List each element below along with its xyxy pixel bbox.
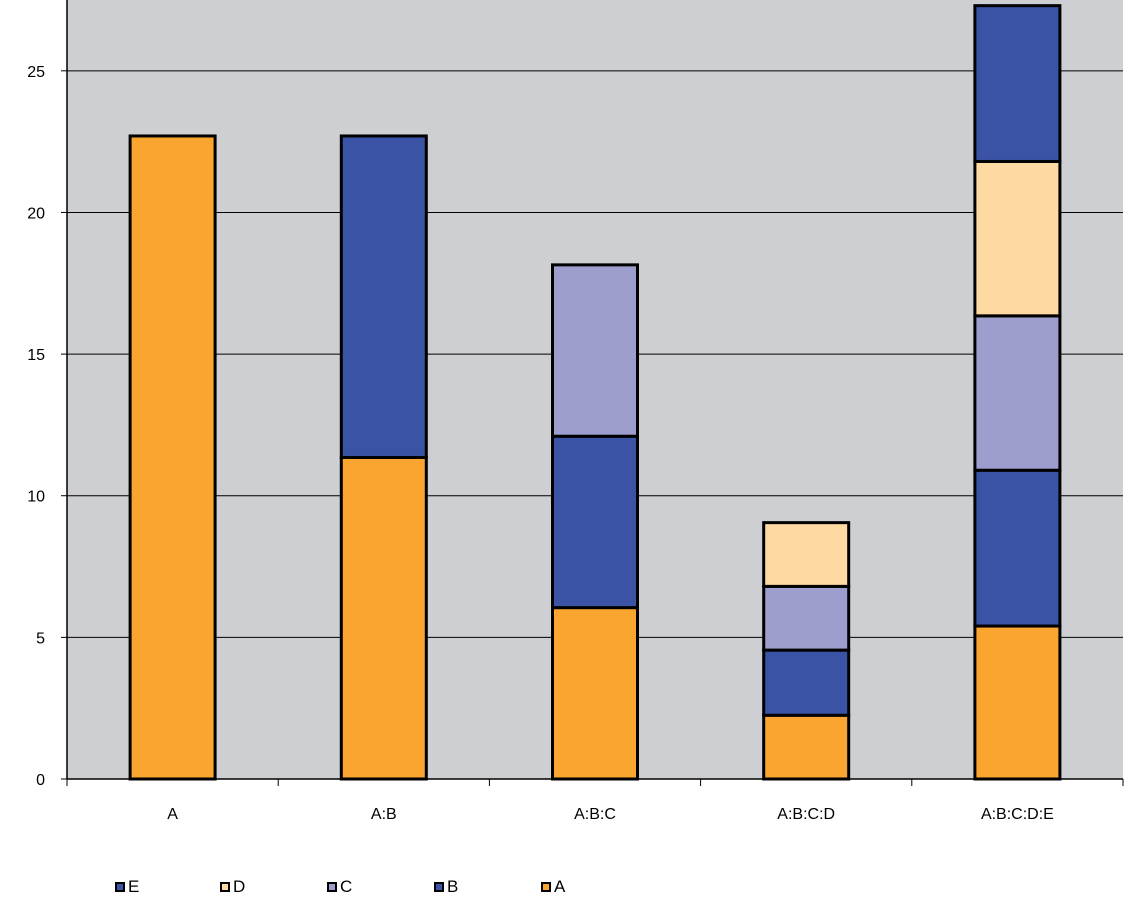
legend-label: C (340, 877, 353, 896)
legend-label: A (554, 877, 566, 896)
bar-segment-b (762, 648, 851, 717)
y-tick-label: 15 (27, 347, 45, 364)
legend-swatch (220, 882, 230, 892)
x-tick-label: A:B (371, 806, 397, 823)
y-tick-label: 20 (27, 205, 45, 222)
x-tick-label: A:B:C (574, 806, 616, 823)
bar-segment-b (339, 134, 428, 459)
legend-label: E (128, 877, 140, 896)
bar-segment-a (973, 624, 1062, 781)
bar-segment-a (339, 455, 428, 781)
bar-segment-e (973, 4, 1062, 163)
y-tick-label: 25 (27, 64, 45, 81)
y-tick-label: 0 (36, 772, 45, 789)
bar-segment-a (762, 713, 851, 781)
legend-swatch (115, 882, 125, 892)
bar-segment-d (973, 159, 1062, 318)
legend-item-c: C (327, 877, 434, 897)
legend-item-d: D (220, 877, 327, 897)
bar-segment-d (762, 521, 851, 588)
y-tick-label: 5 (36, 630, 45, 647)
legend-swatch (541, 882, 551, 892)
legend-swatch (327, 882, 337, 892)
legend-item-e: E (115, 877, 220, 897)
bar-segment-c (551, 263, 639, 438)
bar-segment-a (551, 606, 639, 781)
legend-label: D (233, 877, 246, 896)
legend-item-a: A (541, 877, 601, 897)
legend-label: B (447, 877, 459, 896)
x-tick-label: A:B:C:D (777, 806, 835, 823)
legend-swatch (434, 882, 444, 892)
bar-segment-c (762, 584, 851, 652)
bar-segment-b (551, 434, 639, 610)
y-tick-label: 10 (27, 489, 45, 506)
bar-segment-a (128, 134, 217, 781)
x-tick-label: A (167, 806, 178, 823)
x-tick-label: A:B:C:D:E (981, 806, 1054, 823)
bar-segment-c (973, 314, 1062, 472)
legend-item-b: B (434, 877, 541, 897)
bar-segment-b (973, 468, 1062, 628)
